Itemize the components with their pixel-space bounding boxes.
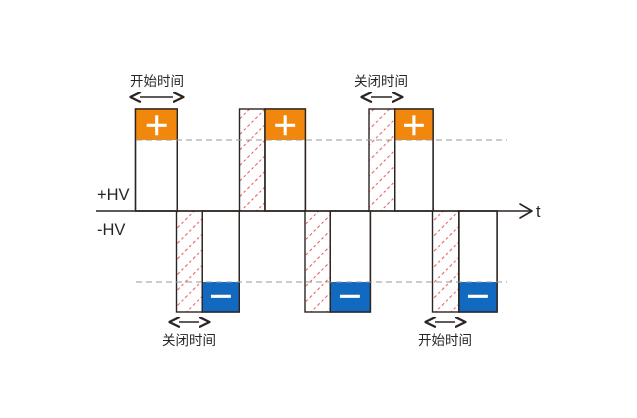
svg-text:+HV: +HV [97,186,130,204]
svg-text:关闭时间: 关闭时间 [162,333,216,348]
svg-text:开始时间: 开始时间 [130,74,184,89]
svg-text:t: t [536,203,541,221]
svg-text:关闭时间: 关闭时间 [354,74,408,89]
svg-text:-HV: -HV [97,221,125,239]
svg-text:开始时间: 开始时间 [418,333,472,348]
